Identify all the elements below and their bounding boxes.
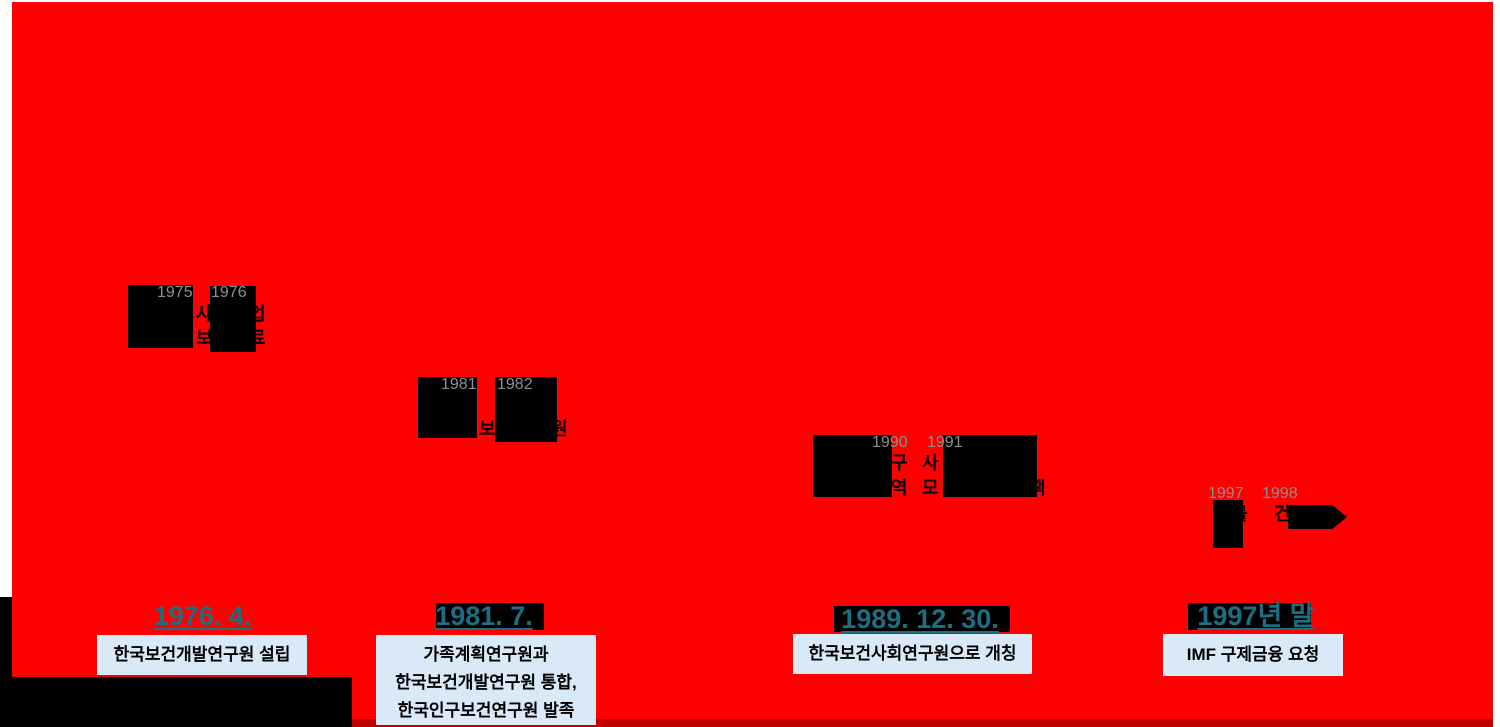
year-caption-1997: 1997 [1208,485,1244,502]
year-caption-1981: 1981 [441,376,477,393]
year-caption-1976: 1976 [211,284,247,301]
photo-placeholder-1982 [495,377,557,442]
caption-fragment: 사 [922,453,939,473]
milestone-label-text: 한국보건개발연구원 통합, [395,673,577,692]
milestone-label-text: 한국보건개발연구원 설립 [113,645,291,664]
photo-placeholder-1976 [210,286,256,352]
photo-placeholder-1997 [1213,500,1243,548]
date-backing-block [834,606,1010,632]
milestone-label-1976: 한국보건개발연구원 설립 [97,635,307,675]
milestone-label-1981: 가족계획연구원과 한국보건개발연구원 통합, 한국인구보건연구원 발족 [376,635,596,725]
caption-fragment: 를 [1231,504,1248,524]
milestone-label-1997: IMF 구제금융 요청 [1163,634,1343,676]
caption-fragment: 업 [249,304,266,324]
photo-placeholder-1981 [418,377,477,438]
milestone-date-1976-4[interactable]: 1976. 4. [153,601,252,631]
photo-placeholder-1991 [943,435,1037,497]
caption-fragment: 모 [922,478,939,498]
caption-fragment: 역 [891,478,908,498]
year-caption-1990: 1990 [872,434,908,451]
caption-fragment: 사 [196,304,213,324]
year-caption-1975: 1975 [157,284,193,301]
milestone-label-text: 가족계획연구원과 [423,645,549,664]
caption-fragment: 료 [249,328,266,348]
year-caption-1998: 1998 [1262,485,1298,502]
milestone-date-1989-12-30[interactable]: 1989. 12. 30. [841,604,999,634]
photo-placeholder-1990 [813,435,892,497]
milestone-date-1981-7[interactable]: 1981. 7. [435,601,533,631]
year-caption-1991: 1991 [927,434,963,451]
photo-placeholder-1975 [128,285,193,348]
slide-bottom-edge-band [352,719,1493,727]
caption-fragment: 구 [891,453,908,473]
milestone-label-text: IMF 구제금융 요청 [1186,645,1320,664]
milestone-label-text: 한국보건사회연구원으로 개칭 [808,644,1017,663]
year-caption-1982: 1982 [497,376,533,393]
milestone-label-text: 한국인구보건연구원 발족 [397,701,575,720]
caption-fragment: 보 [479,419,496,439]
bottom-left-black-block [0,677,352,727]
caption-fragment: 건 [459,419,476,439]
milestone-date-1997[interactable]: 1997년 말 [1197,601,1315,631]
date-backing-block [436,603,544,630]
date-backing-block [1188,603,1311,630]
caption-fragment: 획 [460,395,477,415]
timeline-arrow-icon [1288,505,1347,529]
milestone-label-1989: 한국보건사회연구원으로 개칭 [793,634,1032,674]
caption-fragment: 보 [196,328,213,348]
caption-fragment: 건 [1274,504,1291,524]
